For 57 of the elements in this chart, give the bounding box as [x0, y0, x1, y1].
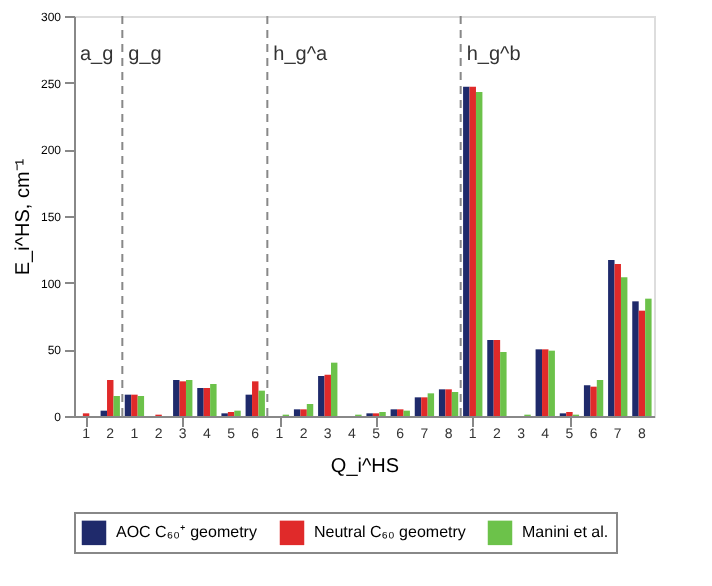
- bar: [397, 409, 404, 416]
- bar: [475, 92, 483, 416]
- bar: [179, 381, 186, 416]
- bar: [210, 384, 217, 416]
- y-axis-title: E_i^HS, cm⁻¹: [12, 157, 35, 276]
- legend-label: AOC C₆₀⁺ geometry: [116, 522, 257, 541]
- bar: [185, 380, 193, 416]
- bar: [614, 264, 621, 416]
- bar: [258, 390, 265, 416]
- bar: [608, 260, 615, 416]
- legend-label: Manini et al.: [522, 522, 609, 541]
- bar: [107, 380, 114, 416]
- annotation: a_g: [80, 44, 114, 66]
- bar: [451, 392, 459, 416]
- annotation: g_g: [128, 44, 162, 66]
- bar: [113, 396, 120, 416]
- bar: [542, 349, 549, 416]
- bar: [300, 409, 307, 416]
- bar: [487, 340, 494, 416]
- annotation: h_g^b: [466, 44, 522, 66]
- bar: [590, 386, 597, 416]
- bar: [548, 350, 555, 416]
- bar: [252, 381, 259, 416]
- bar: [421, 397, 428, 416]
- legend-label: Neutral C₆₀ geometry: [314, 522, 466, 541]
- bar: [390, 409, 398, 416]
- annotation: h_g^a: [273, 44, 329, 66]
- bar: [638, 310, 646, 416]
- bar: [463, 86, 470, 416]
- bar: [535, 349, 543, 416]
- bar: [445, 389, 452, 416]
- bar: [318, 376, 325, 416]
- bar: [234, 410, 241, 416]
- bar: [403, 410, 410, 416]
- bar: [427, 393, 435, 416]
- bar: [596, 380, 604, 416]
- bar: [306, 404, 314, 416]
- bar: [330, 362, 338, 416]
- bar: [632, 301, 639, 416]
- bar: [124, 394, 132, 416]
- bar: [324, 374, 331, 416]
- bar: [583, 385, 591, 416]
- bar: [414, 397, 422, 416]
- bar: [438, 389, 446, 416]
- bar: [293, 409, 301, 416]
- bar: [245, 394, 253, 416]
- bar: [137, 396, 145, 416]
- bar: [620, 277, 628, 416]
- bar: [197, 388, 204, 416]
- x-axis-title: Q_i^HS: [330, 456, 400, 478]
- bar: [131, 394, 138, 416]
- bar: [203, 388, 211, 416]
- bar: [645, 298, 652, 416]
- bar: [469, 86, 476, 416]
- bar: [173, 380, 180, 416]
- bar: [493, 340, 501, 416]
- bar: [500, 352, 507, 416]
